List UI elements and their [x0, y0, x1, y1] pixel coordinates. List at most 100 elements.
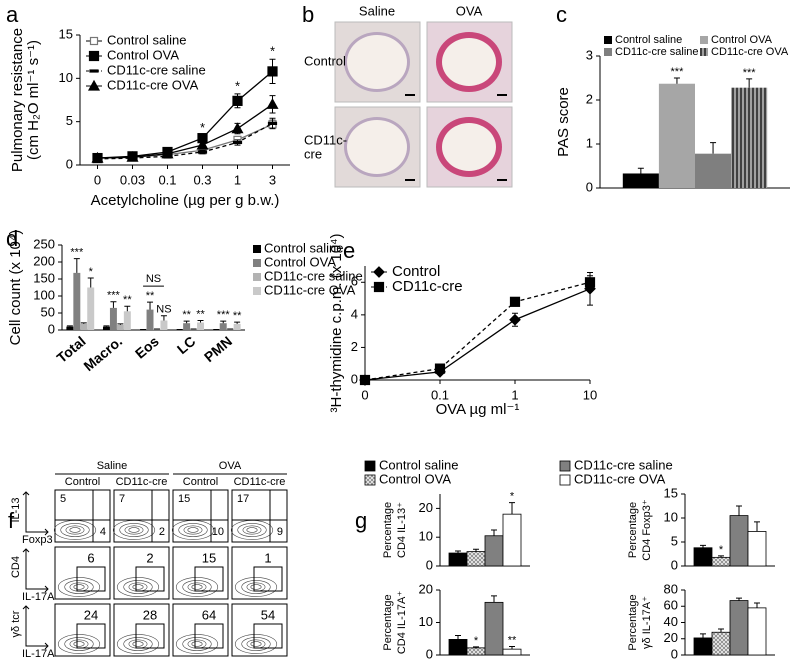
bar [711, 631, 731, 656]
bar [183, 323, 191, 330]
y-tick-label: 0 [48, 321, 55, 336]
gate-value: 2 [146, 550, 153, 565]
bar [226, 329, 234, 330]
x-tick-label: 10 [583, 387, 597, 402]
flow-plot [231, 603, 288, 657]
y-axis-title: Cell count (x 10⁴) [7, 230, 24, 346]
contour [241, 637, 271, 651]
data-point [266, 98, 279, 109]
column-label: CD11c-cre [234, 476, 286, 488]
legend-label: Control saline [264, 240, 344, 255]
y-tick-label: 0 [586, 179, 593, 194]
contour [246, 527, 258, 533]
legend-label: Control OVA [107, 47, 179, 62]
significance: * [200, 120, 205, 135]
gate [194, 623, 224, 649]
significance: *** [217, 309, 231, 321]
y-tick-label: 80 [664, 581, 678, 596]
quadrant-value: 2 [159, 526, 165, 538]
gate [253, 566, 283, 592]
data-point [91, 151, 104, 163]
data-point [434, 363, 446, 374]
flow-plot [172, 546, 229, 600]
quadrant-value: 17 [237, 493, 249, 505]
gate [76, 623, 106, 649]
contour [234, 577, 278, 597]
bar [146, 309, 154, 330]
y-tick-label: 0 [426, 646, 433, 661]
airway-lumen [442, 38, 496, 86]
contour [178, 523, 208, 537]
data-point [232, 95, 243, 106]
data-point [161, 147, 174, 159]
gate-value: 15 [202, 550, 216, 565]
data-point [359, 374, 371, 386]
legend-swatch [559, 474, 571, 486]
bar [711, 556, 731, 567]
x-axis-title: OVA µg ml⁻¹ [436, 401, 520, 418]
contour [182, 637, 212, 651]
group-label: OVA [219, 460, 242, 472]
quadrant-value: 7 [119, 493, 125, 505]
legend-label: Control OVA [711, 34, 773, 46]
legend-swatch [253, 287, 261, 295]
legend-label: CD11c-cre OVA [711, 46, 789, 58]
y-tick-label: 60 [664, 598, 678, 613]
column-label: Saline [359, 3, 395, 18]
error-bar [80, 322, 87, 324]
y-tick-label: 2 [351, 339, 358, 354]
error-bar [700, 633, 706, 638]
row-label: Control [304, 53, 346, 68]
contour [64, 637, 94, 651]
y-tick-label: 40 [664, 614, 678, 629]
column-label: OVA [456, 3, 483, 18]
bar [502, 513, 522, 567]
contour [132, 584, 144, 590]
significance: ** [508, 634, 517, 646]
gate-value: 1 [264, 550, 271, 565]
data-point [509, 296, 521, 307]
bar [123, 311, 131, 330]
flow-plot [54, 546, 111, 600]
contour [191, 584, 203, 590]
panel-letter: d [6, 226, 18, 251]
y-axis-title: ³H-thymidine c.p.m. (x 10⁴) [328, 234, 345, 413]
flow-plot [231, 546, 288, 600]
contour [73, 584, 85, 590]
panel-letter: b [302, 2, 314, 27]
y-tick-label: 2 [586, 91, 593, 106]
x-axis-title: Foxp3 [22, 534, 53, 546]
y-tick-label: 50 [41, 304, 55, 319]
error-bar [491, 595, 497, 603]
error-bar [160, 315, 167, 321]
data-point [232, 140, 243, 145]
data-line [97, 103, 273, 159]
x-tick-label: 3 [269, 172, 276, 187]
error-bar [736, 505, 742, 516]
y-axis-title: γδ IL-17A⁺ [641, 596, 653, 649]
significance: * [474, 635, 479, 647]
legend-label: CD11c-cre saline [574, 457, 673, 472]
contour [175, 577, 219, 597]
gate-value: 28 [143, 607, 157, 622]
error-bar [754, 521, 760, 532]
panel-letter: g [355, 508, 367, 533]
airway-lumen [347, 35, 407, 89]
column-label: Control [65, 476, 100, 488]
y-axis-title: γδ tcr [10, 610, 22, 637]
x-tick-label: 0.03 [120, 172, 145, 187]
y-tick-label: 100 [33, 287, 55, 302]
error-bar [73, 258, 80, 273]
bar [484, 601, 504, 656]
significance: ** [182, 309, 191, 321]
y-axis-title: CD4 IL-17A⁺ [396, 591, 408, 654]
contour [250, 641, 262, 647]
contour [182, 580, 212, 594]
data-point [509, 313, 521, 326]
contour [119, 523, 149, 537]
data-point [373, 266, 385, 278]
significance: *** [70, 247, 84, 259]
legend-label: CD11c-cre OVA [264, 282, 356, 297]
error-bar [700, 544, 706, 548]
data-line [364, 281, 591, 381]
